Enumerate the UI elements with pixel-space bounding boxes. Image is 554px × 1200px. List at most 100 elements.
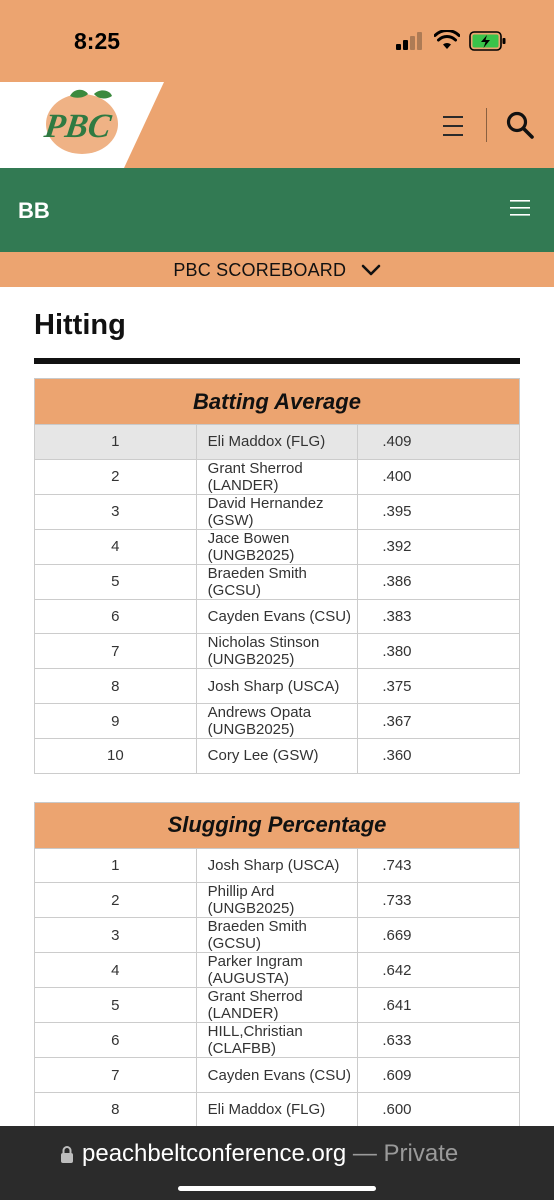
batting-average-table: Batting Average 1 Eli Maddox (FLG) .409 … [34, 378, 520, 774]
player-cell: Eli Maddox (FLG) [195, 1092, 359, 1128]
value-cell: .380 [357, 633, 520, 670]
rank-cell: 2 [34, 458, 197, 495]
table-row[interactable]: 1 Josh Sharp (USCA) .743 [34, 847, 520, 884]
table-row[interactable]: 5 Grant Sherrod (LANDER) .641 [34, 987, 520, 1024]
value-cell: .733 [357, 882, 520, 919]
value-cell: .400 [357, 458, 520, 495]
sport-menu-icon[interactable] [509, 197, 531, 219]
table-row[interactable]: 2 Grant Sherrod (LANDER) .400 [34, 458, 520, 495]
main-content: Hitting Batting Average 1 Eli Maddox (FL… [34, 287, 520, 1128]
rank-cell: 3 [34, 917, 197, 954]
rank-cell: 6 [34, 598, 197, 635]
value-cell: .633 [357, 1022, 520, 1059]
value-cell: .392 [357, 528, 520, 565]
player-cell: Parker Ingram (AUGUSTA) [195, 952, 359, 989]
player-cell: Braeden Smith (GCSU) [195, 917, 359, 954]
table-row[interactable]: 7 Cayden Evans (CSU) .609 [34, 1057, 520, 1094]
lock-icon [61, 1146, 73, 1163]
status-bar: 8:25 [0, 0, 554, 82]
url-line[interactable]: peachbeltconference.org — Private [82, 1140, 458, 1168]
value-cell: .600 [357, 1092, 520, 1128]
player-cell: Cayden Evans (CSU) [195, 1057, 359, 1094]
player-cell: Cayden Evans (CSU) [195, 598, 359, 635]
logo-text: PBC [41, 108, 114, 145]
table-row[interactable]: 7 Nicholas Stinson (UNGB2025) .380 [34, 633, 520, 670]
menu-icon[interactable] [440, 112, 466, 140]
player-cell: Jace Bowen (UNGB2025) [195, 528, 359, 565]
batting-average-heading: Batting Average [34, 378, 520, 425]
table-row[interactable]: 3 Braeden Smith (GCSU) .669 [34, 917, 520, 954]
table-row[interactable]: 5 Braeden Smith (GCSU) .386 [34, 563, 520, 600]
player-cell: Grant Sherrod (LANDER) [195, 458, 359, 495]
value-cell: .669 [357, 917, 520, 954]
rank-cell: 4 [34, 528, 197, 565]
slugging-percentage-table: Slugging Percentage 1 Josh Sharp (USCA) … [34, 801, 520, 1128]
slugging-percentage-heading: Slugging Percentage [34, 801, 520, 849]
site-header: PBC [0, 82, 554, 168]
rank-cell: 9 [34, 703, 197, 740]
table-row[interactable]: 4 Jace Bowen (UNGB2025) .392 [34, 528, 520, 565]
rank-cell: 7 [34, 1057, 197, 1094]
table-row[interactable]: 10 Cory Lee (GSW) .360 [34, 738, 520, 774]
value-cell: .383 [357, 598, 520, 635]
rank-cell: 5 [34, 563, 197, 600]
scoreboard-label: PBC SCOREBOARD [173, 260, 347, 280]
browser-address-bar[interactable]: peachbeltconference.org — Private [0, 1126, 554, 1200]
page-title: Hitting [34, 309, 126, 341]
player-cell: Nicholas Stinson (UNGB2025) [195, 633, 359, 670]
player-cell: HILL,Christian (CLAFBB) [195, 1022, 359, 1059]
player-cell: Phillip Ard (UNGB2025) [195, 882, 359, 919]
value-cell: .641 [357, 987, 520, 1024]
chevron-down-icon [361, 264, 380, 276]
rank-cell: 8 [34, 1092, 197, 1128]
scoreboard-toggle[interactable]: PBC SCOREBOARD [0, 252, 554, 287]
table-row[interactable]: 8 Eli Maddox (FLG) .600 [34, 1092, 520, 1128]
rank-cell: 5 [34, 987, 197, 1024]
header-divider [486, 108, 487, 142]
value-cell: .375 [357, 668, 520, 705]
value-cell: .395 [357, 493, 520, 530]
status-time: 8:25 [74, 28, 121, 54]
rank-cell: 10 [34, 738, 197, 774]
player-cell: Cory Lee (GSW) [195, 738, 359, 774]
table-row[interactable]: 9 Andrews Opata (UNGB2025) .367 [34, 703, 520, 740]
rank-cell: 1 [34, 847, 197, 884]
rank-cell: 1 [34, 424, 197, 460]
rank-cell: 2 [34, 882, 197, 919]
table-row[interactable]: 3 David Hernandez (GSW) .395 [34, 493, 520, 530]
value-cell: .360 [357, 738, 520, 774]
table-row[interactable]: 1 Eli Maddox (FLG) .409 [34, 424, 520, 460]
rank-cell: 7 [34, 633, 197, 670]
cellular-signal-icon [396, 32, 422, 50]
player-cell: Andrews Opata (UNGB2025) [195, 703, 359, 740]
search-icon[interactable] [505, 110, 535, 140]
player-cell: Grant Sherrod (LANDER) [195, 987, 359, 1024]
rank-cell: 4 [34, 952, 197, 989]
sport-label[interactable]: BB [18, 198, 50, 223]
rank-cell: 3 [34, 493, 197, 530]
player-cell: Josh Sharp (USCA) [195, 847, 359, 884]
wifi-icon [434, 30, 460, 49]
table-row[interactable]: 6 Cayden Evans (CSU) .383 [34, 598, 520, 635]
pbc-logo[interactable]: PBC [0, 82, 164, 168]
table-row[interactable]: 6 HILL,Christian (CLAFBB) .633 [34, 1022, 520, 1059]
home-indicator[interactable] [178, 1186, 376, 1191]
value-cell: .743 [357, 847, 520, 884]
rank-cell: 8 [34, 668, 197, 705]
value-cell: .386 [357, 563, 520, 600]
rank-cell: 6 [34, 1022, 197, 1059]
url-text: peachbeltconference.org [82, 1140, 347, 1167]
table-row[interactable]: 4 Parker Ingram (AUGUSTA) .642 [34, 952, 520, 989]
battery-charging-icon [469, 31, 506, 51]
table-row[interactable]: 2 Phillip Ard (UNGB2025) .733 [34, 882, 520, 919]
player-cell: Eli Maddox (FLG) [195, 424, 359, 460]
value-cell: .642 [357, 952, 520, 989]
table-row[interactable]: 8 Josh Sharp (USCA) .375 [34, 668, 520, 705]
title-divider [34, 358, 520, 364]
player-cell: Braeden Smith (GCSU) [195, 563, 359, 600]
private-label: — Private [352, 1140, 459, 1167]
sport-bar: BB [0, 168, 554, 252]
value-cell: .367 [357, 703, 520, 740]
player-cell: David Hernandez (GSW) [195, 493, 359, 530]
value-cell: .409 [357, 424, 520, 460]
